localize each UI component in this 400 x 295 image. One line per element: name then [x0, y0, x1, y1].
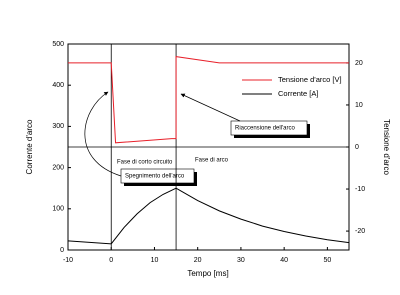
series-line	[68, 56, 349, 144]
x-tick-label: 30	[237, 257, 245, 264]
x-tick-label: 0	[109, 257, 113, 264]
x-tick-label: 40	[280, 257, 288, 264]
y2-tick-label: 20	[355, 60, 363, 67]
y2-tick-label: 0	[355, 144, 359, 151]
legend-label: Tensione d'arco [V]	[278, 75, 342, 84]
annotation: Spegnimento dell'arco	[125, 174, 185, 180]
annotation-box	[230, 120, 308, 136]
arrow	[180, 93, 241, 122]
x-tick-label: 20	[194, 257, 202, 264]
series-line	[67, 187, 350, 245]
y2-tick-label: -20	[355, 228, 365, 235]
legend-label: Corrente [A]	[278, 89, 318, 98]
y-axis-label: Corrente d'arco	[25, 119, 34, 174]
y-tick-label: 400	[52, 82, 64, 89]
annotation: Fase di arco	[195, 158, 229, 164]
annotations: Fase di corto circuito Fase di arco Speg…	[84, 91, 310, 186]
annotation: Fase di corto circuito	[117, 160, 173, 166]
arrow	[84, 91, 122, 177]
x-tick-label: -10	[63, 257, 73, 264]
y-tick-label: 100	[52, 206, 64, 213]
annotation: Riaccensione dell'arco	[235, 126, 296, 132]
y2-axis-label: Tensione d'arco	[382, 119, 391, 175]
y-tick-label: 500	[52, 41, 64, 48]
y2-tick-label: -10	[355, 186, 365, 193]
y-tick-label: 300	[52, 123, 64, 130]
x-tick-label: 50	[323, 257, 331, 264]
y-tick-label: 0	[60, 247, 64, 254]
y-tick-label: 200	[52, 164, 64, 171]
x-tick-label: 10	[151, 257, 159, 264]
y2-tick-label: 10	[355, 102, 363, 109]
x-axis-label: Tempo [ms]	[187, 269, 228, 278]
